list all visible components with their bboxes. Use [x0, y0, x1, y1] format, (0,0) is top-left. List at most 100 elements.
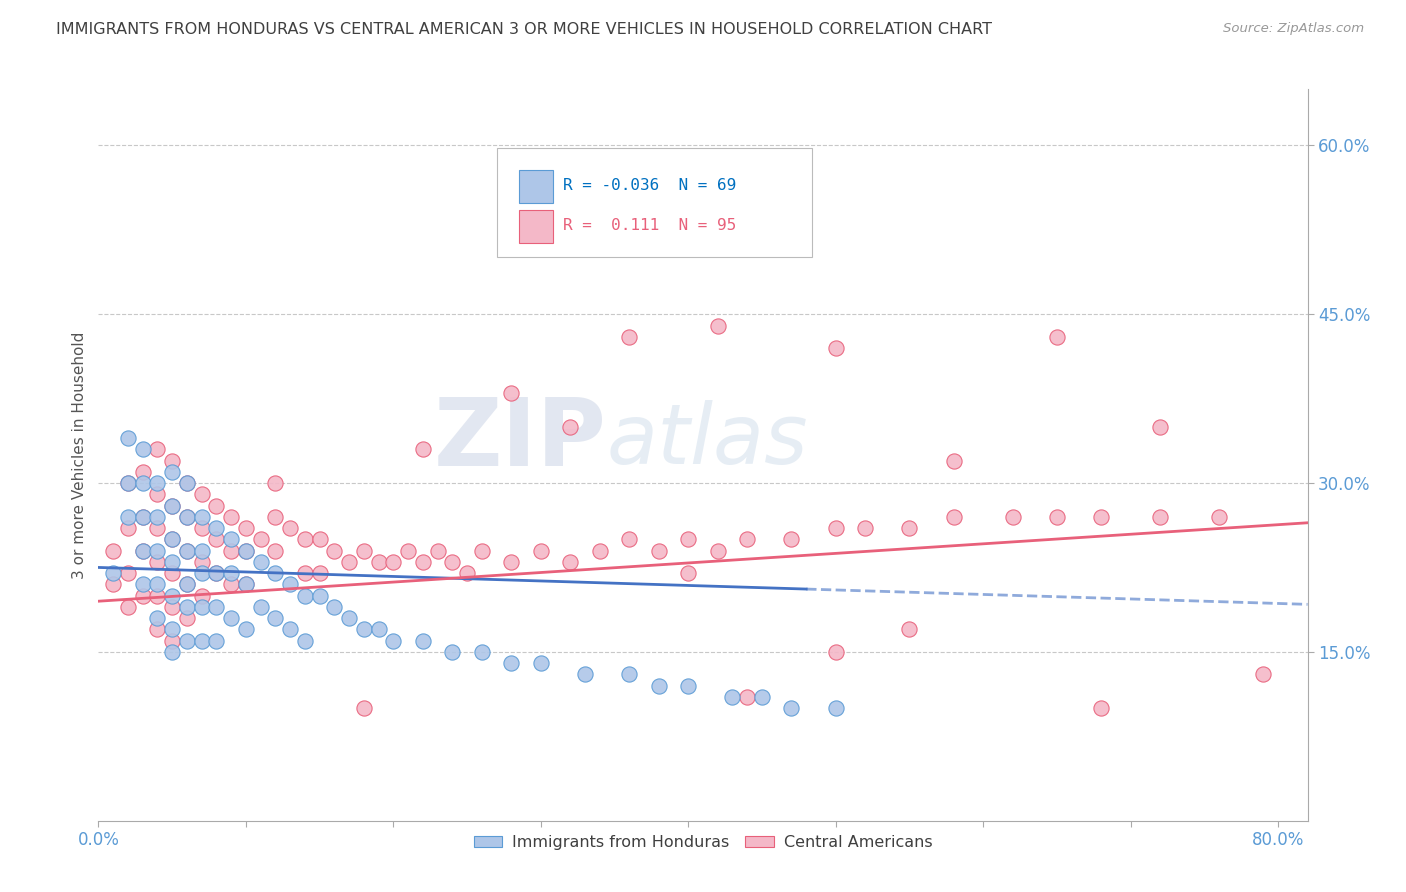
Point: [560, 555, 582, 569]
Point: [160, 533, 183, 547]
Point: [160, 555, 183, 569]
Point: [190, 487, 212, 501]
Point: [235, 623, 257, 637]
Point: [249, 599, 271, 614]
Point: [101, 543, 124, 558]
Point: [249, 533, 271, 547]
Point: [205, 499, 228, 513]
Point: [146, 577, 169, 591]
Point: [235, 543, 257, 558]
Point: [853, 521, 876, 535]
Point: [619, 667, 641, 681]
Point: [780, 701, 803, 715]
Point: [648, 543, 671, 558]
Y-axis label: 3 or more Vehicles in Household: 3 or more Vehicles in Household: [72, 331, 87, 579]
Point: [648, 679, 671, 693]
Point: [160, 533, 183, 547]
Point: [706, 543, 728, 558]
Point: [530, 543, 553, 558]
Point: [176, 633, 198, 648]
Point: [396, 543, 419, 558]
Point: [146, 589, 169, 603]
Point: [678, 566, 700, 580]
Point: [337, 611, 360, 625]
Point: [412, 555, 434, 569]
Point: [1208, 509, 1230, 524]
Point: [160, 453, 183, 467]
Point: [235, 521, 257, 535]
FancyBboxPatch shape: [498, 148, 811, 258]
Point: [530, 656, 553, 670]
Point: [146, 555, 169, 569]
Point: [1001, 509, 1024, 524]
Point: [824, 521, 846, 535]
Point: [560, 419, 582, 434]
Point: [678, 679, 700, 693]
Point: [412, 633, 434, 648]
Point: [441, 555, 464, 569]
Point: [1046, 330, 1069, 344]
Point: [176, 509, 198, 524]
Point: [131, 589, 153, 603]
Point: [471, 543, 494, 558]
Legend: Immigrants from Honduras, Central Americans: Immigrants from Honduras, Central Americ…: [467, 829, 939, 856]
Point: [176, 599, 198, 614]
Point: [117, 476, 139, 491]
Point: [176, 611, 198, 625]
Point: [441, 645, 464, 659]
Point: [160, 599, 183, 614]
Point: [160, 566, 183, 580]
Point: [146, 543, 169, 558]
Point: [190, 521, 212, 535]
Point: [735, 690, 758, 704]
Point: [264, 611, 287, 625]
Point: [176, 543, 198, 558]
Point: [219, 543, 242, 558]
Point: [131, 543, 153, 558]
Point: [1090, 509, 1112, 524]
Point: [278, 521, 301, 535]
Point: [367, 623, 389, 637]
Text: R = -0.036  N = 69: R = -0.036 N = 69: [562, 178, 735, 193]
Point: [190, 589, 212, 603]
Point: [205, 521, 228, 535]
Point: [205, 533, 228, 547]
Point: [337, 555, 360, 569]
Text: Source: ZipAtlas.com: Source: ZipAtlas.com: [1223, 22, 1364, 36]
Point: [117, 599, 139, 614]
Point: [190, 555, 212, 569]
Point: [160, 645, 183, 659]
Point: [824, 341, 846, 355]
Point: [190, 633, 212, 648]
Point: [131, 465, 153, 479]
Point: [898, 623, 921, 637]
Point: [160, 499, 183, 513]
FancyBboxPatch shape: [519, 210, 553, 243]
Point: [219, 577, 242, 591]
Point: [176, 476, 198, 491]
Point: [131, 476, 153, 491]
Point: [942, 453, 965, 467]
Point: [176, 543, 198, 558]
Point: [264, 566, 287, 580]
Point: [308, 533, 330, 547]
Point: [574, 667, 596, 681]
Point: [353, 543, 375, 558]
Point: [678, 533, 700, 547]
Point: [131, 442, 153, 457]
Point: [264, 543, 287, 558]
Point: [205, 566, 228, 580]
Point: [1149, 419, 1171, 434]
Point: [160, 633, 183, 648]
Point: [117, 566, 139, 580]
Point: [456, 566, 478, 580]
Point: [146, 623, 169, 637]
Point: [131, 543, 153, 558]
Point: [101, 566, 124, 580]
Point: [735, 533, 758, 547]
Point: [235, 577, 257, 591]
Point: [146, 476, 169, 491]
Point: [190, 509, 212, 524]
Point: [176, 577, 198, 591]
Point: [382, 633, 405, 648]
